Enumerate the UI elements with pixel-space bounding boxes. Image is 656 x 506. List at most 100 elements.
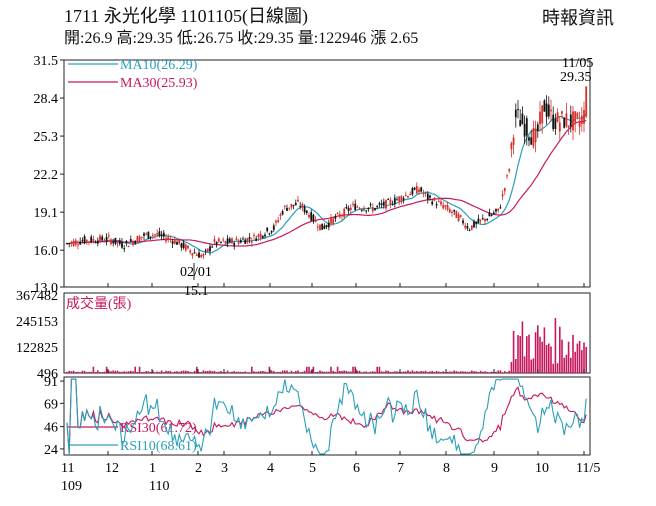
rsi10-line xyxy=(66,378,587,455)
candle-body xyxy=(198,252,200,258)
volume-bar xyxy=(83,370,86,373)
volume-bar xyxy=(583,342,585,373)
candle-body xyxy=(88,241,90,243)
volume-bar xyxy=(444,372,447,373)
candle-body xyxy=(554,119,557,129)
volume-bar xyxy=(196,366,198,373)
candle-body xyxy=(134,241,137,244)
candle-body xyxy=(517,109,519,111)
candle-body xyxy=(90,236,93,243)
volume-bar xyxy=(79,372,81,373)
candle-body xyxy=(411,188,414,195)
volume-bar xyxy=(378,366,381,373)
volume-bar xyxy=(165,370,167,373)
candle-body xyxy=(488,212,491,217)
candle-body xyxy=(180,243,183,248)
volume-bar xyxy=(277,371,279,373)
x-year-label: 109 xyxy=(61,479,82,494)
candle-body xyxy=(173,239,176,244)
candle-body xyxy=(569,114,572,127)
volume-bar xyxy=(521,321,524,373)
candle-body xyxy=(105,236,108,242)
volume-bar xyxy=(136,371,139,373)
candle-body xyxy=(398,196,401,202)
volume-bar xyxy=(143,371,145,373)
volume-bar xyxy=(237,371,240,373)
candle-body xyxy=(132,240,134,245)
candle-body xyxy=(112,241,115,244)
volume-bar xyxy=(314,371,317,373)
candle-body xyxy=(481,218,484,220)
volume-tick-label: 367482 xyxy=(16,289,58,304)
volume-bar xyxy=(460,371,462,373)
candle-body xyxy=(418,189,420,193)
candle-body xyxy=(389,199,392,205)
candle-body xyxy=(94,242,97,244)
volume-bar xyxy=(422,371,425,373)
volume-bar xyxy=(510,361,513,373)
volume-bar xyxy=(563,357,565,373)
volume-bar xyxy=(374,371,376,373)
volume-bar xyxy=(339,370,341,373)
candle-body xyxy=(191,253,194,256)
candle-body xyxy=(255,238,258,241)
volume-bar xyxy=(534,332,537,373)
candle-body xyxy=(521,113,524,124)
volume-bar xyxy=(299,372,301,373)
candle-body xyxy=(246,238,249,243)
candle-body xyxy=(275,220,277,223)
x-month-label: 8 xyxy=(443,461,450,476)
candle-body xyxy=(470,225,473,230)
candle-body xyxy=(356,206,359,208)
candle-body xyxy=(387,199,390,201)
candle-body xyxy=(176,241,178,245)
rsi-tick-label: 46 xyxy=(44,421,58,436)
candle-body xyxy=(228,238,231,243)
volume-tick-label: 496 xyxy=(37,367,58,382)
volume-bar xyxy=(528,334,530,373)
candle-body xyxy=(558,122,561,132)
volume-bar xyxy=(341,370,343,373)
volume-bar xyxy=(543,327,546,373)
candle-body xyxy=(510,143,513,150)
candle-body xyxy=(178,239,181,244)
volume-bar xyxy=(402,371,405,373)
volume-bar xyxy=(556,363,559,373)
candle-body xyxy=(378,203,381,205)
volume-bar xyxy=(418,371,420,373)
candle-body xyxy=(195,254,198,257)
volume-bar xyxy=(103,371,106,373)
volume-bar xyxy=(455,371,458,373)
candle-body xyxy=(400,196,403,202)
candle-body xyxy=(525,118,528,136)
candle-body xyxy=(358,207,361,209)
candle-body xyxy=(464,225,467,228)
candle-body xyxy=(231,238,233,244)
volume-bar xyxy=(251,366,253,373)
candle-body xyxy=(536,124,539,132)
volume-bar xyxy=(246,372,249,373)
volume-bar xyxy=(266,372,268,373)
candle-body xyxy=(495,208,497,212)
candle-body xyxy=(314,219,317,222)
volume-bar xyxy=(308,366,310,373)
volume-bar xyxy=(81,370,84,373)
volume-bar xyxy=(200,372,202,373)
candle-body xyxy=(541,105,544,124)
volume-bar xyxy=(548,343,550,373)
volume-bar xyxy=(504,371,506,373)
volume-bar xyxy=(530,359,532,373)
volume-bar xyxy=(334,371,337,373)
candle-body xyxy=(380,203,383,206)
volume-bar xyxy=(361,372,363,373)
volume-bar xyxy=(121,371,123,373)
volume-bar xyxy=(319,370,321,373)
candle-body xyxy=(437,201,440,203)
candle-body xyxy=(259,233,262,238)
volume-bar xyxy=(532,358,535,373)
candle-body xyxy=(402,198,405,200)
volume-panel-frame xyxy=(63,292,591,374)
volume-bar xyxy=(497,370,499,373)
candle-body xyxy=(532,128,535,147)
